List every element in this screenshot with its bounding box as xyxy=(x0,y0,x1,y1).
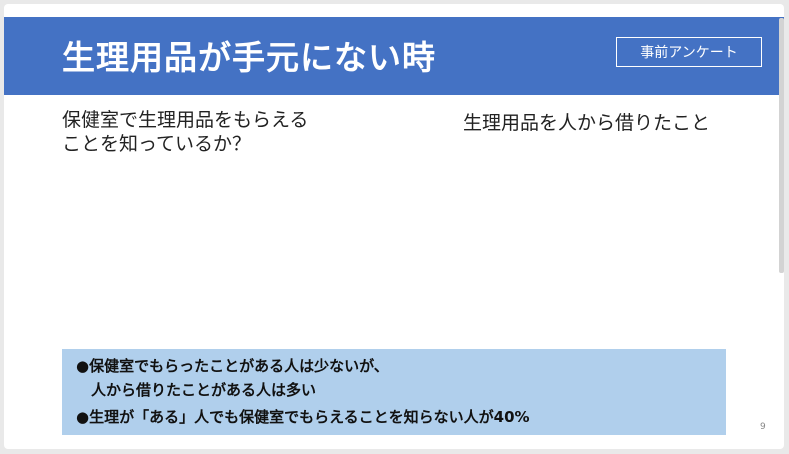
pie-slice-label: 知らなかった, 528, 40% xyxy=(89,283,167,316)
left-chart-title: 保健室で生理用品をもらえる ことを知っているか？ xyxy=(62,108,308,156)
scrollbar-thumb[interactable] xyxy=(779,18,784,273)
summary-line-1: ●保健室でもらったことがある人は少ないが、 xyxy=(76,357,389,375)
slide-title: 生理用品が手元にない時 xyxy=(62,38,436,77)
page-number: 9 xyxy=(760,422,766,432)
title-bar: 生理用品が手元にない時 事前アンケート xyxy=(4,17,784,95)
pie-slice-label: 知っていたし、もらったことがある, 144, 11% xyxy=(199,187,301,234)
summary-box: ●保健室でもらったことがある人は少ないが、 人から借りたことがある人は多い ●生… xyxy=(62,349,726,435)
pie-slice-label: ない, 323, 25% xyxy=(537,236,563,281)
pie-slice xyxy=(486,190,594,298)
pie-slice-label: ある, 987, 75% xyxy=(623,287,658,339)
survey-badge: 事前アンケート xyxy=(616,37,762,67)
left-chart-title-line1: 保健室で生理用品をもらえる xyxy=(62,109,309,131)
pie-slice-label: その他, 39, 3% xyxy=(142,181,180,209)
right-chart-title: 生理用品を人から借りたこと xyxy=(463,112,711,134)
summary-line-2: 人から借りたことがある人は多い xyxy=(76,381,317,399)
slide: 生理用品が手元にない時 事前アンケート 保健室で生理用品をもらえる ことを知って… xyxy=(4,4,784,449)
pie-slice-label: 知っていたが、もらったことはない, 599, 46% xyxy=(200,292,302,339)
summary-line-3: ●生理が「ある」人でも保健室でもらえることを知らない人が40% xyxy=(76,408,530,426)
left-chart-title-line2: ことを知っているか？ xyxy=(62,133,252,155)
pie-slice xyxy=(198,191,273,308)
pie-slice xyxy=(177,191,200,306)
